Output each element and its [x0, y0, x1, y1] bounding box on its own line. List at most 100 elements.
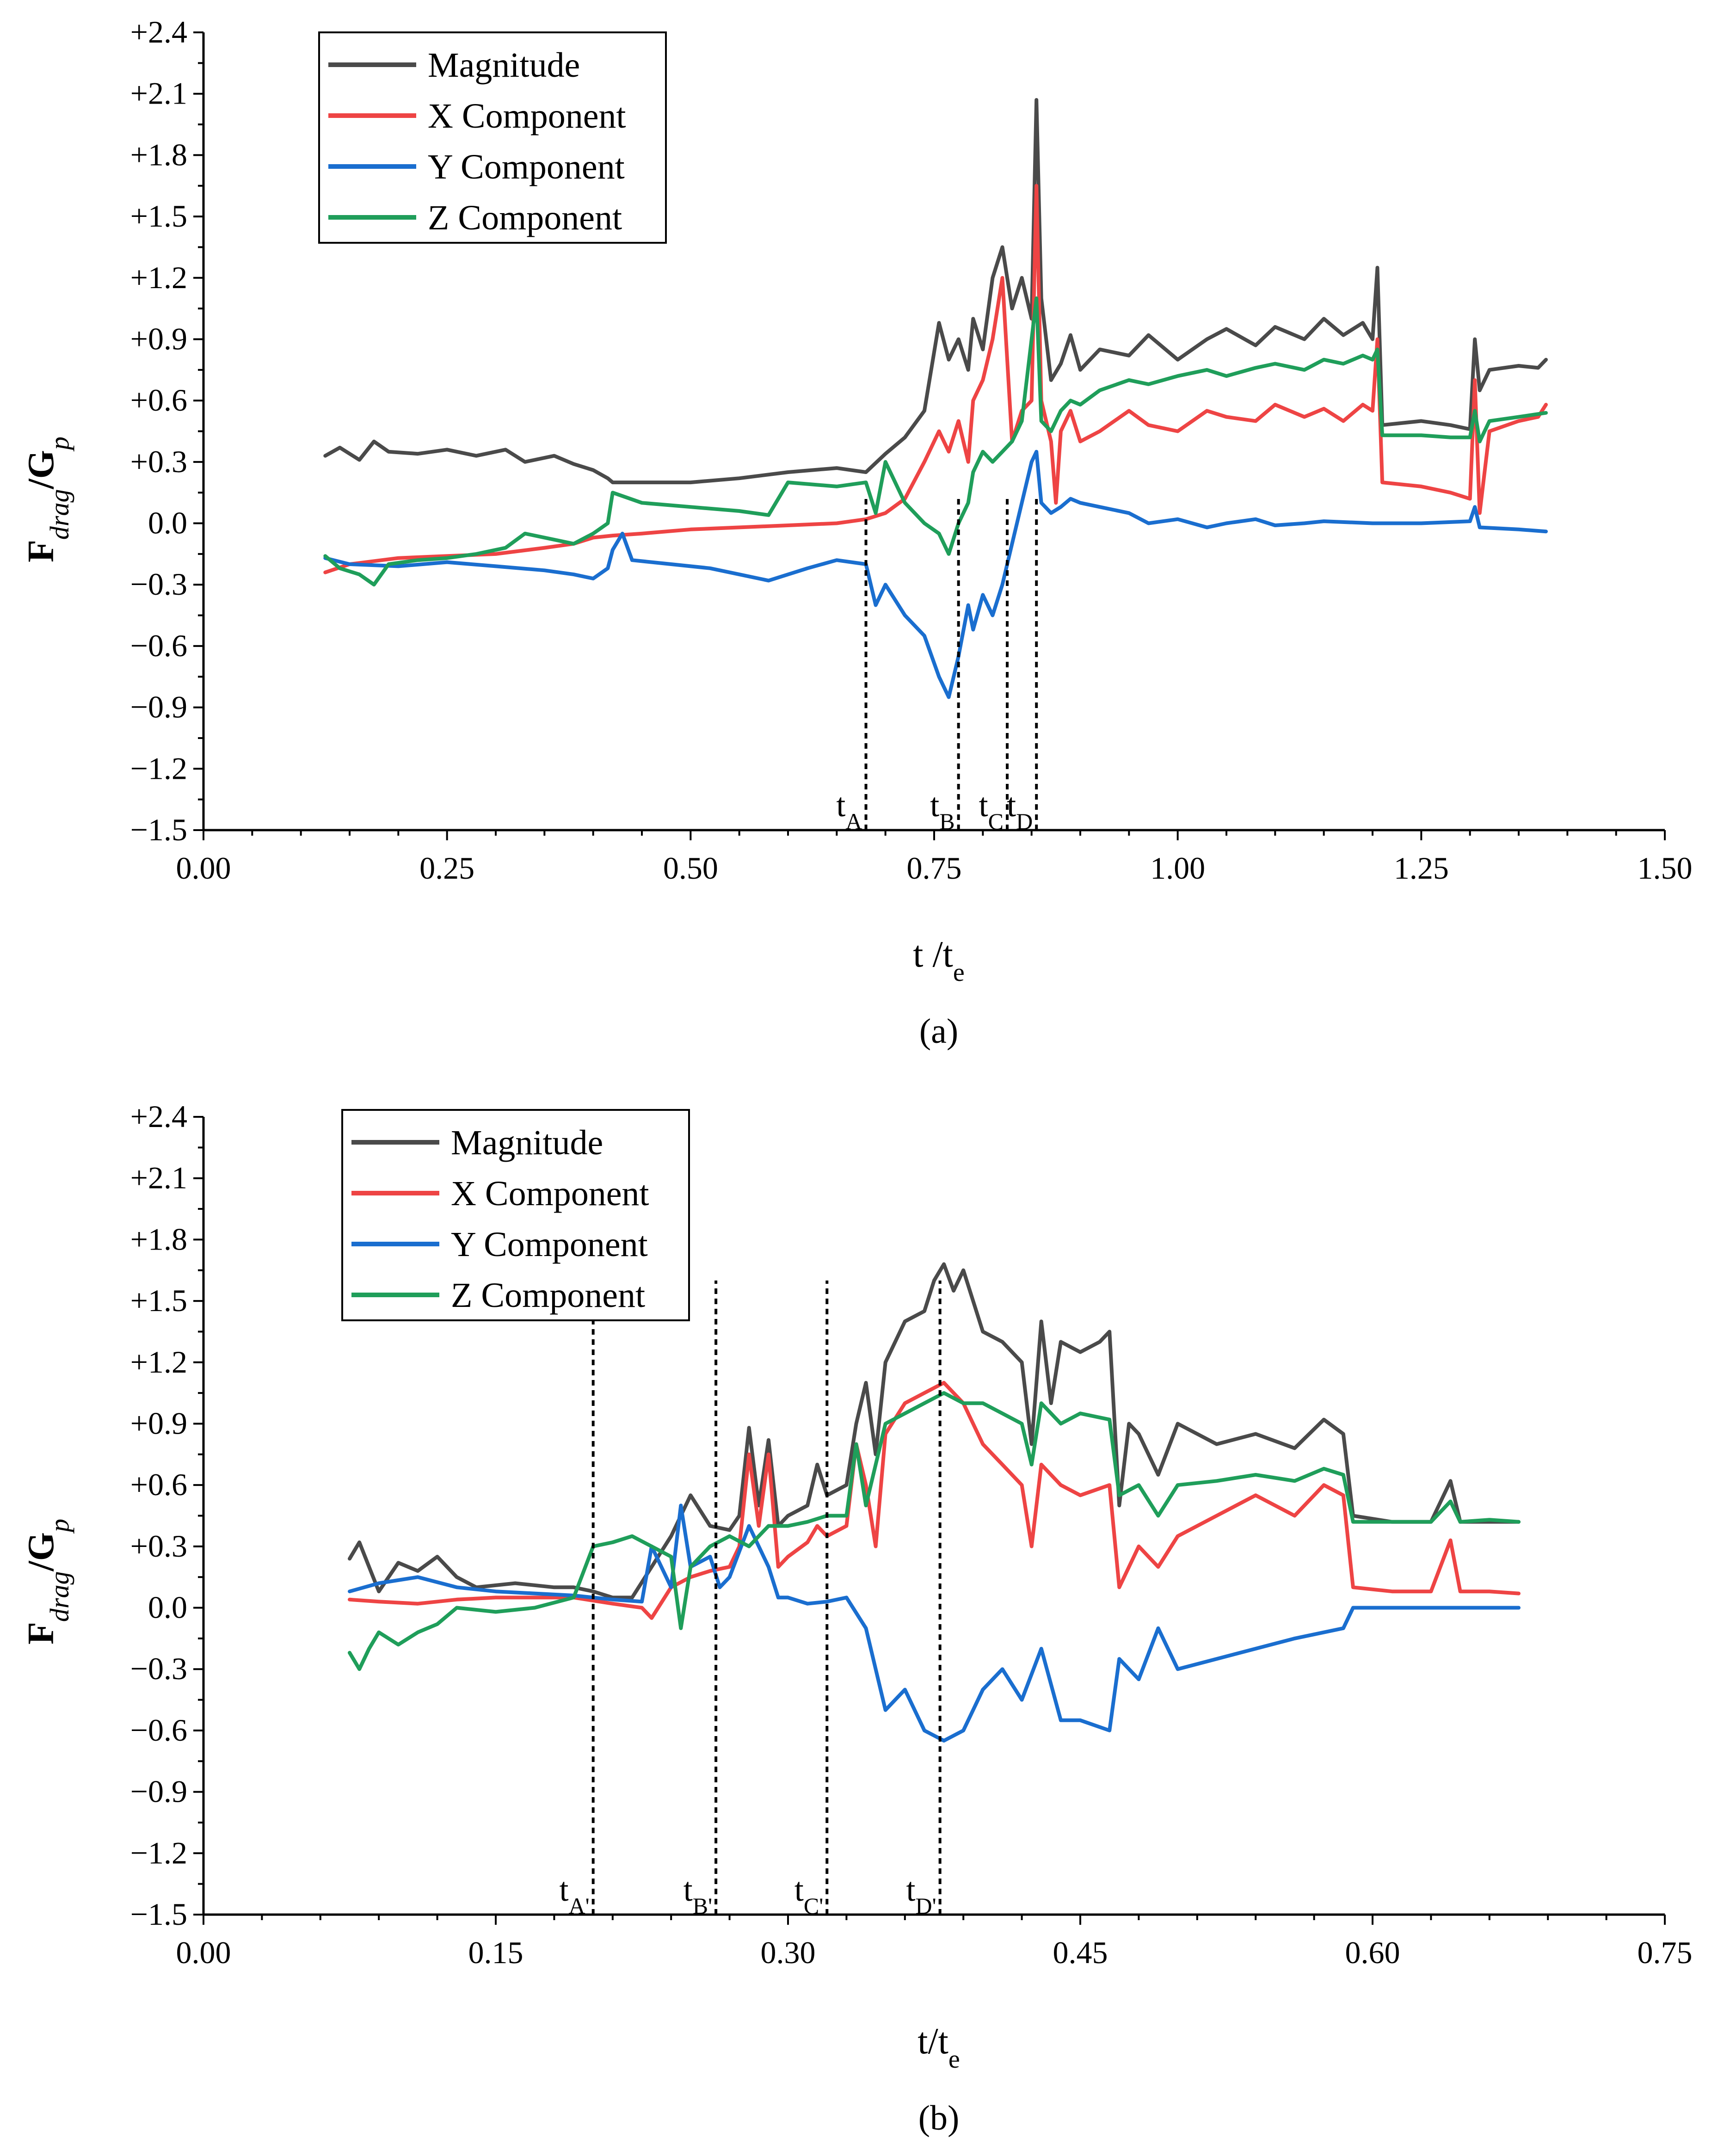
panel-b-legend-label-2: Y Component [451, 1225, 648, 1264]
panel-a-caption: (a) [919, 1012, 958, 1051]
panel-a-xlabel-main: t /t [913, 934, 953, 975]
panel-a-x-tick-label: 1.25 [1394, 850, 1449, 886]
panel-b-y-tick-label: +0.9 [130, 1405, 187, 1441]
panel-a-marker-label-2: tC [979, 787, 1004, 834]
panel-a-ylabel-main2: /G [21, 450, 62, 489]
panel-a-x-axis-title: t /te [913, 934, 965, 987]
panel-b-x-tick-label: 0.75 [1638, 1935, 1693, 1970]
panel-b-x-tick-label: 0.45 [1053, 1935, 1108, 1970]
panel-b-y-tick-label: +2.1 [130, 1160, 187, 1195]
panel-b-legend-box [341, 1109, 690, 1321]
panel-b-marker-label-0: tA' [560, 1871, 590, 1919]
panel-b-y-axis-title: Fdrag/Gp [21, 1519, 74, 1645]
panel-b-y-tick-label: +1.5 [130, 1283, 187, 1318]
panel-a-y-tick-label: +1.8 [130, 137, 187, 172]
panel-a-marker-label-base-1: t [930, 787, 939, 824]
panel-a-y-tick-label: −0.9 [130, 690, 187, 725]
panel-a-y-tick-label: +1.2 [130, 260, 187, 295]
panel-a-ylabel-sub: drag [44, 489, 74, 540]
panel-a-y-tick-label: +2.1 [130, 76, 187, 111]
panel-a-markers-group: tA tB tC tD [836, 499, 1038, 834]
panel-a-y-tick-label: +0.9 [130, 321, 187, 356]
panel-b-y-tick-label: −0.6 [130, 1712, 187, 1748]
panel-a-axes-group: −1.5 −1.2 −0.9 −0.6 −0.3 0.0 +0.3 +0.6 +0.9 +1.2 +… [130, 14, 1693, 886]
panel-b-y-tick-label: −0.3 [130, 1651, 187, 1686]
panel-b: tA' tB' tC' tD' −1.5 −1.2 −0.9 −0.6 −0.3 0.0 +0.3… [21, 1099, 1693, 2138]
panel-a-x-tick-label: 0.75 [907, 850, 962, 886]
panel-b-series-magnitude-line [348, 1262, 1521, 1600]
panel-b-marker-label-1: tB' [684, 1871, 712, 1919]
panel-a-y-tick-label: −1.5 [130, 812, 187, 847]
panel-b-marker-label-base-2: t [794, 1871, 804, 1908]
panel-a-marker-label-base-3: t [1007, 787, 1016, 824]
panel-a-legend-box [318, 31, 667, 244]
panel-a-series-z-component-line [323, 296, 1548, 587]
panel-b-markers-group: tA' tB' tC' tD' [560, 1280, 942, 1919]
panel-b-y-tick-label: +0.6 [130, 1467, 187, 1502]
panel-a-y-tick-label: +1.5 [130, 198, 187, 234]
panel-b-ylabel-main2: /G [21, 1532, 62, 1571]
panel-b-series-z-component-line [348, 1391, 1521, 1671]
panel-b-series-y-component-line [348, 1503, 1521, 1743]
panel-a-series-group [323, 98, 1548, 699]
panel-b-marker-label-base-0: t [560, 1871, 569, 1908]
panel-a-series-y-component-line [323, 450, 1548, 699]
panel-a-y-tick-label: −0.3 [130, 567, 187, 602]
panel-a-x-tick-label: 0.25 [419, 850, 474, 886]
panel-a-y-tick-label: 0.0 [148, 505, 187, 541]
panel-b-legend: Magnitude X Component Y Component Z Compone… [341, 1109, 690, 1321]
panel-b-y-tick-label: −1.2 [130, 1835, 187, 1870]
panel-b-xlabel-sub: e [948, 2045, 960, 2074]
panel-a-legend-label-1: X Component [428, 97, 626, 136]
panel-b-x-axis-title: t/te [917, 2021, 960, 2074]
panel-a-marker-label-base-0: t [836, 787, 845, 824]
panel-a-series-x-component-line [323, 184, 1548, 574]
panel-a-y-tick-label: +0.3 [130, 444, 187, 479]
panel-b-y-tick-label: −1.5 [130, 1897, 187, 1932]
panel-b-caption: (b) [918, 2099, 960, 2138]
panel-a-marker-label-0: tA [836, 787, 862, 834]
panel-a-legend: Magnitude X Component Y Component Z Compone… [318, 31, 667, 244]
panel-a-y-tick-label: −1.2 [130, 751, 187, 786]
panel-a-y-tick-label: −0.6 [130, 628, 187, 663]
panel-b-marker-label-2: tC' [794, 1871, 823, 1919]
panel-b-ylabel-main: F [21, 1622, 62, 1645]
panel-a-xlabel-sub: e [953, 958, 965, 987]
panel-a-marker-label-base-2: t [979, 787, 988, 824]
panel-b-x-tick-label: 0.15 [468, 1935, 523, 1970]
panel-a-x-tick-label: 1.50 [1638, 850, 1693, 886]
panel-a-series-magnitude-line [323, 98, 1548, 485]
panel-a-y-axis-title: Fdrag/Gp [21, 437, 74, 562]
panel-a-y-tick-label: +2.4 [130, 14, 187, 49]
panel-b-y-tick-label: −0.9 [130, 1774, 187, 1809]
panel-b-marker-label-base-1: t [684, 1871, 693, 1908]
panel-a-x-tick-label: 1.00 [1150, 850, 1205, 886]
panel-b-marker-label-3: tD' [906, 1871, 936, 1919]
panel-b-y-tick-label: 0.0 [148, 1590, 187, 1625]
panel-b-x-tick-label: 0.30 [761, 1935, 816, 1970]
panel-b-y-tick-label: +2.4 [130, 1099, 187, 1134]
panel-b-series-group [348, 1262, 1521, 1743]
panel-b-ylabel-sub: drag [44, 1571, 74, 1622]
panel-a-legend-label-3: Z Component [428, 198, 622, 237]
panel-a-x-tick-label: 0.00 [176, 850, 231, 886]
panel-a-legend-label-2: Y Component [428, 148, 625, 186]
panel-a-y-tick-label: +0.6 [130, 382, 187, 418]
panel-a-marker-label-3: tD [1007, 787, 1033, 834]
panel-b-axes-group: −1.5 −1.2 −0.9 −0.6 −0.3 0.0 +0.3 +0.6 +0.9 +1.2 +… [130, 1099, 1693, 1970]
panel-b-legend-label-1: X Component [451, 1174, 649, 1213]
panel-a-ylabel-main: F [21, 540, 62, 562]
panel-b-legend-label-0: Magnitude [451, 1123, 603, 1162]
panel-b-x-tick-label: 0.60 [1345, 1935, 1400, 1970]
panel-b-x-tick-label: 0.00 [176, 1935, 231, 1970]
panel-a-ylabel-sub2: p [44, 437, 74, 452]
panel-b-ylabel-sub2: p [44, 1519, 74, 1534]
panel-a-x-tick-label: 0.50 [663, 850, 718, 886]
panel-b-y-tick-label: +1.2 [130, 1344, 187, 1380]
panel-b-legend-label-3: Z Component [451, 1276, 645, 1315]
panel-b-xlabel-main: t/t [917, 2021, 948, 2062]
panel-a-marker-label-1: tB [930, 787, 954, 834]
panel-b-y-tick-label: +0.3 [130, 1528, 187, 1564]
panel-a: tA tB tC tD −1.5 −1.2 −0.9 −0.6 −0.3 0.0 +0.3 +0.6… [21, 14, 1693, 1051]
